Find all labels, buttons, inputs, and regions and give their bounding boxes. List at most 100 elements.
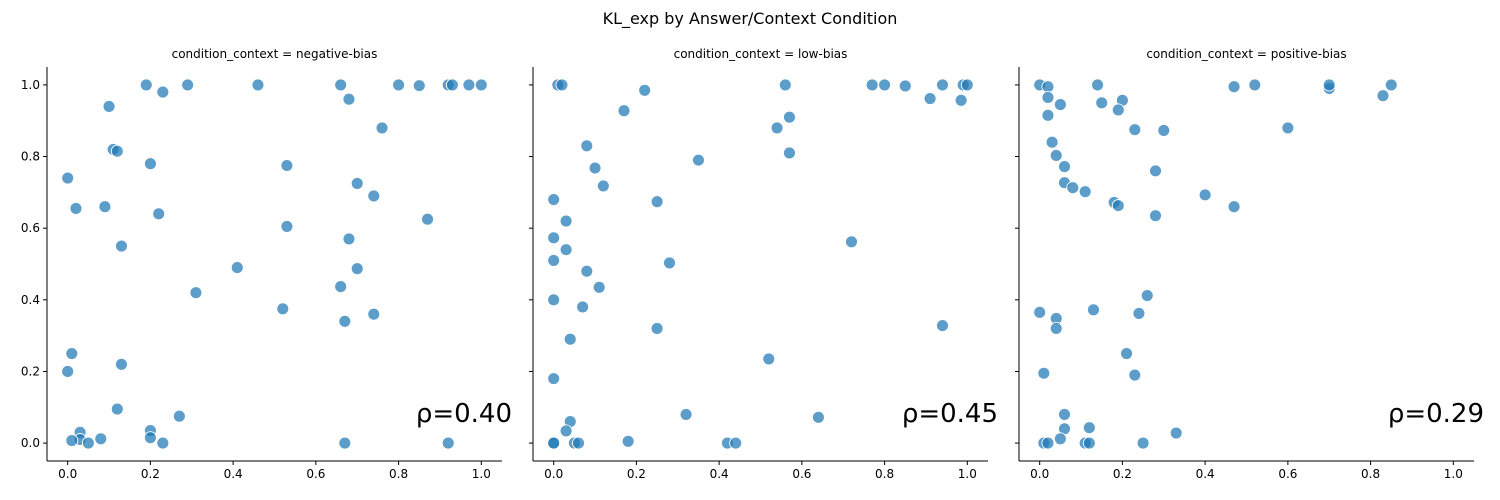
- data-point: [547, 372, 561, 386]
- data-point: [563, 332, 577, 346]
- panel-2: condition_context = low-bias 0.0 0.2 0.4 0.6…: [529, 47, 998, 481]
- x-tick-label: 1.0: [1444, 467, 1463, 481]
- panel-1: condition_context = negative-bias 0.0 0.2 0…: [21, 47, 512, 481]
- y-tick-label: 0.2: [21, 364, 40, 378]
- data-point: [1082, 421, 1096, 435]
- data-point: [1041, 80, 1055, 94]
- x-tick-label: 0.0: [58, 467, 77, 481]
- data-point: [621, 434, 635, 448]
- data-point: [110, 402, 124, 416]
- x-tick-label: 0.2: [627, 467, 646, 481]
- data-point: [954, 93, 968, 107]
- data-point: [1078, 185, 1092, 199]
- data-point: [1111, 199, 1125, 213]
- data-point: [650, 322, 664, 335]
- data-point: [172, 409, 186, 423]
- data-point: [1136, 436, 1150, 450]
- data-point: [1033, 305, 1047, 319]
- data-point: [156, 85, 170, 99]
- x-tick-label: 0.0: [544, 467, 563, 481]
- data-point: [1157, 123, 1171, 137]
- data-point: [350, 262, 364, 276]
- x-tick-label: 0.2: [1113, 467, 1132, 481]
- data-point: [592, 280, 606, 294]
- x-tick-label: 0.8: [875, 467, 894, 481]
- data-point: [1045, 135, 1059, 149]
- data-point: [650, 195, 664, 209]
- data-point: [1132, 306, 1146, 320]
- data-point: [69, 202, 83, 215]
- data-point: [898, 79, 912, 93]
- data-point: [1384, 78, 1398, 92]
- data-point: [1227, 200, 1241, 214]
- data-point: [1322, 78, 1336, 92]
- data-point: [98, 200, 112, 214]
- data-point: [762, 352, 776, 366]
- data-point: [960, 78, 974, 92]
- x-tick-label: 0.8: [1361, 467, 1380, 481]
- data-point: [923, 92, 937, 105]
- data-point: [65, 434, 79, 448]
- x-tick-label: 0.6: [792, 467, 811, 481]
- data-point: [81, 436, 95, 450]
- data-point: [110, 144, 124, 158]
- data-point: [845, 235, 858, 249]
- x-tick-label: 0.6: [1278, 467, 1297, 481]
- data-point: [572, 436, 585, 450]
- data-point: [276, 302, 290, 316]
- facet-panels: condition_context = negative-bias 0.0 0.2 0…: [21, 47, 1484, 481]
- data-point: [441, 436, 455, 450]
- data-point: [783, 146, 796, 160]
- data-point: [102, 99, 116, 113]
- data-point: [580, 139, 594, 153]
- data-point: [865, 78, 879, 92]
- data-point: [115, 357, 128, 371]
- x-tick-label: 0.4: [710, 467, 729, 481]
- data-point: [139, 78, 153, 92]
- data-point: [679, 407, 693, 421]
- data-point: [1037, 366, 1051, 380]
- x-tick-label: 1.0: [472, 467, 491, 481]
- data-point: [1095, 96, 1109, 110]
- data-point: [280, 219, 294, 233]
- correlation-annotation: ρ=0.45: [902, 399, 998, 429]
- data-point: [547, 293, 561, 307]
- data-point: [547, 253, 561, 267]
- data-point: [115, 239, 128, 253]
- x-tick-label: 0.6: [306, 467, 325, 481]
- x-tick-label: 0.8: [389, 467, 408, 481]
- panel-3: condition_context = positive-bias 0.0 0.2 0…: [1015, 47, 1484, 481]
- data-point: [338, 436, 352, 450]
- data-point: [94, 432, 108, 446]
- data-point: [936, 319, 949, 333]
- y-tick-label: 0.8: [21, 150, 40, 164]
- x-tick-label: 0.4: [224, 467, 243, 481]
- panel-title: condition_context = negative-bias: [172, 47, 378, 61]
- data-point: [1058, 160, 1071, 174]
- data-point: [547, 436, 561, 450]
- data-point: [617, 104, 631, 118]
- data-point: [547, 231, 561, 245]
- data-point: [878, 78, 892, 92]
- data-point: [778, 78, 792, 92]
- data-point: [1053, 432, 1067, 446]
- data-point: [342, 92, 356, 106]
- data-point: [280, 159, 294, 172]
- data-point: [729, 436, 743, 450]
- data-point: [1128, 123, 1142, 137]
- data-point: [596, 179, 610, 193]
- data-point: [559, 214, 573, 228]
- y-tick-label: 0.0: [21, 436, 40, 450]
- figure-title: KL_exp by Answer/Context Condition: [603, 9, 898, 29]
- data-point: [547, 193, 561, 206]
- data-point: [1041, 436, 1055, 450]
- correlation-annotation: ρ=0.40: [416, 399, 512, 429]
- x-tick-label: 0.2: [141, 467, 160, 481]
- data-point: [421, 212, 434, 226]
- data-point: [474, 78, 488, 92]
- data-point: [1227, 80, 1241, 94]
- data-point: [392, 78, 406, 92]
- data-point: [152, 207, 166, 221]
- data-point: [462, 78, 476, 92]
- data-point: [1140, 289, 1154, 302]
